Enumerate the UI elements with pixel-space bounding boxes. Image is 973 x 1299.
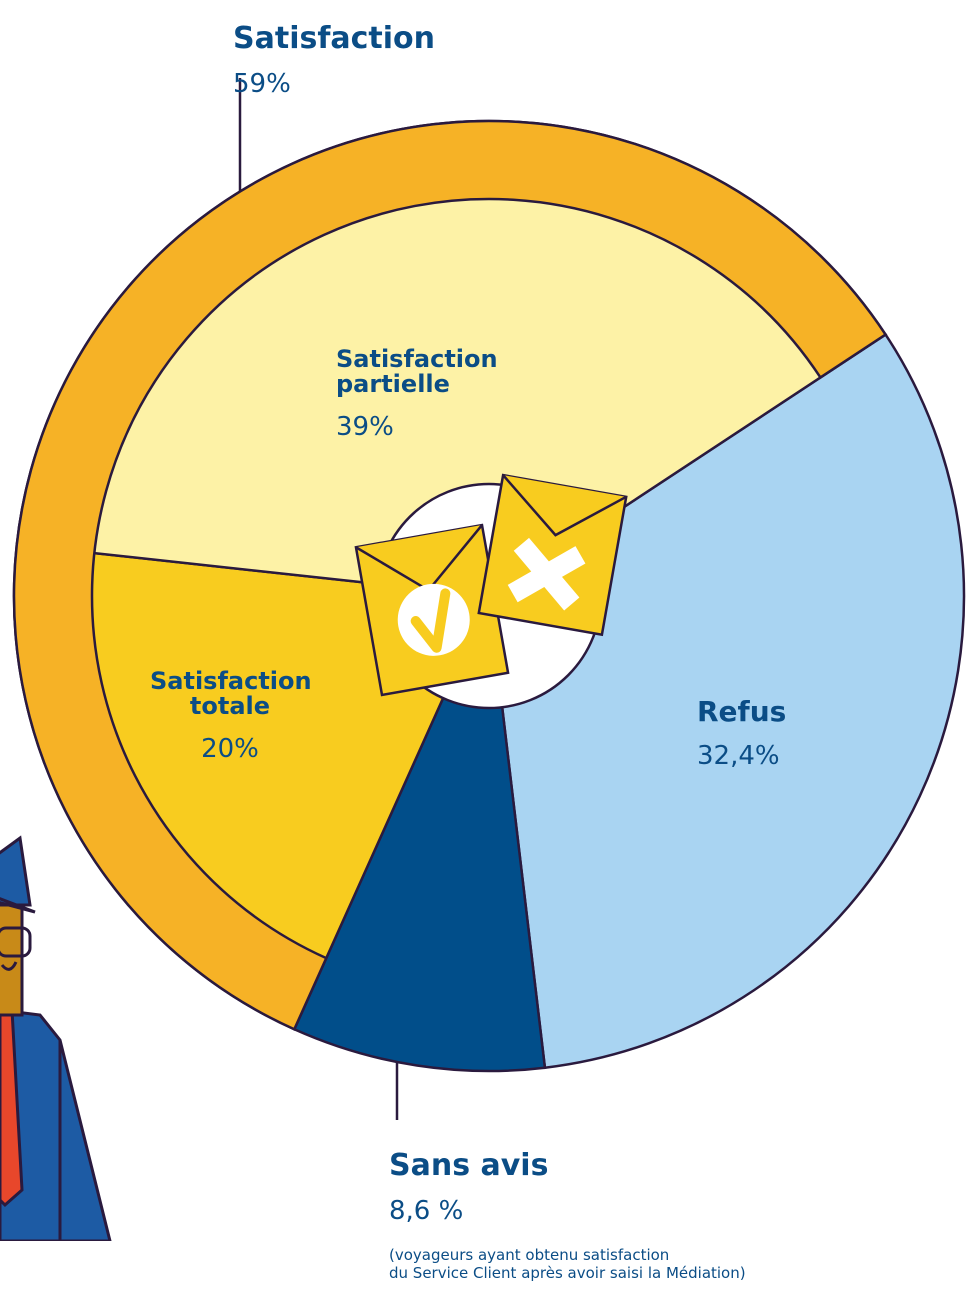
slice-value: 39% xyxy=(336,411,394,442)
outer-value: 59% xyxy=(233,69,291,100)
slice-name: Sans avis xyxy=(389,1147,549,1183)
outer-name: Satisfaction xyxy=(233,20,436,56)
page: {"chart_data": { "type": "pie", "outer_r… xyxy=(0,6,966,1283)
slice-value: 8,6 % xyxy=(389,1196,464,1227)
slice-value: 32,4% xyxy=(697,740,780,771)
slice-label: Refus 32,4% xyxy=(697,680,786,787)
outer-label: Satisfaction 59% xyxy=(233,6,435,115)
envelope-cross xyxy=(477,473,628,637)
slice-name: Satisfaction partielle xyxy=(336,344,498,398)
slice-label: Satisfaction totale 20% xyxy=(150,652,312,780)
chart xyxy=(0,78,966,1241)
pie-slice xyxy=(292,591,547,1073)
outer-ring xyxy=(12,119,888,1031)
slice-name: Satisfaction totale xyxy=(150,666,312,720)
slice-label: Satisfaction partielle 39% xyxy=(336,330,498,458)
slice-note: (voyageurs ayant obtenu satisfaction du … xyxy=(389,1246,746,1283)
slice-label: Sans avis 8,6 % (voyageurs ayant obtenu … xyxy=(389,1133,746,1299)
envelope-check xyxy=(354,523,510,697)
character xyxy=(0,835,112,1241)
center-decoration xyxy=(354,473,628,710)
slice-name: Refus xyxy=(697,694,787,728)
slice-value: 20% xyxy=(201,733,259,764)
